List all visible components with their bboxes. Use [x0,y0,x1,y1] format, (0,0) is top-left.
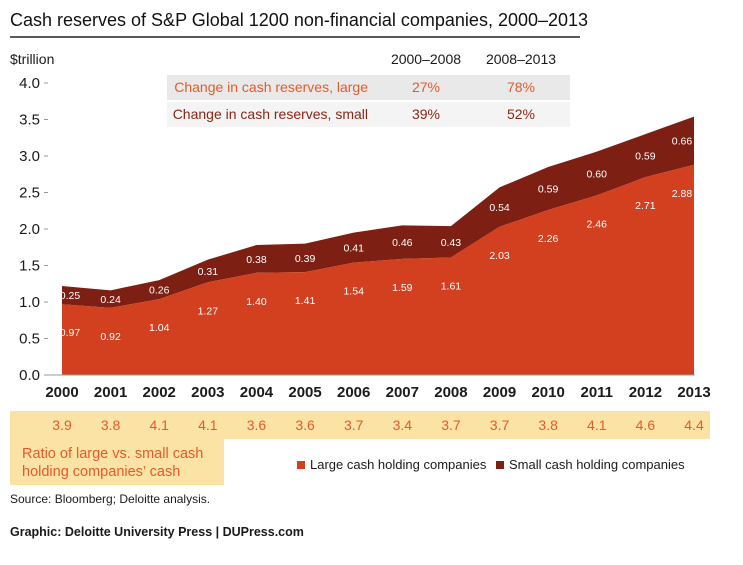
x-tick-label-2012: 2012 [629,384,662,401]
y-tick-label-0.5: 0.5 [19,331,40,348]
ratio-value-2003: 4.1 [198,417,218,433]
data-label-large-2010: 2.26 [538,233,559,245]
area-series-group [62,116,694,375]
graphic-credit: Graphic: Deloitte University Press | DUP… [10,525,304,539]
ratio-value-2000: 3.9 [52,417,72,433]
y-tick-label-4.0: 4.0 [19,75,40,92]
legend: Large cash holding companies Small cash … [297,457,685,472]
x-tick-label-2005: 2005 [288,384,321,401]
legend-swatch-large [297,461,305,469]
change-table-row-small-value-2: 52% [507,106,535,122]
ratio-value-2009: 3.7 [490,417,510,433]
data-label-small-2001: 0.24 [100,294,121,306]
x-tick-label-2002: 2002 [143,384,176,401]
source-note: Source: Bloomberg; Deloitte analysis. [10,492,210,506]
data-label-large-2011: 2.46 [587,218,608,230]
change-table-row-large-value-2: 78% [507,79,535,95]
x-tick-label-2007: 2007 [386,384,419,401]
ratio-value-2008: 3.7 [441,417,461,433]
ratio-values: 3.9 3.8 4.1 4.1 3.6 3.6 3.7 3.4 3.7 3.7 3.8 4.1 4.6 4… [52,417,704,433]
data-label-small-2009: 0.54 [489,202,510,214]
data-label-large-2001: 0.92 [100,331,121,343]
y-tick-label-3.0: 3.0 [19,148,40,165]
ratio-value-2005: 3.6 [295,417,315,433]
x-tick-label-2013: 2013 [677,384,710,401]
y-axis-ticks: 0.0 0.5 1.0 1.5 2.0 2.5 3.0 3.5 4.0 [19,75,48,384]
x-tick-label-2004: 2004 [240,384,274,401]
y-tick-label-1.5: 1.5 [19,258,40,275]
ratio-value-2007: 3.4 [393,417,413,433]
ratio-label-line2: holding companies’ cash [22,464,180,480]
y-tick-label-0.0: 0.0 [19,367,40,384]
data-label-small-2002: 0.26 [149,285,170,297]
data-label-large-2002: 1.04 [149,322,170,334]
data-label-large-2000: 0.97 [60,327,81,339]
y-tick-label-2.5: 2.5 [19,185,40,202]
x-tick-label-2003: 2003 [191,384,224,401]
data-label-large-2008: 1.61 [441,280,462,292]
legend-label-large: Large cash holding companies [310,457,487,472]
data-label-large-2009: 2.03 [489,250,510,262]
ratio-value-2012: 4.6 [636,417,656,433]
data-label-small-2004: 0.38 [246,254,267,266]
area-large-cash-holding [62,164,694,375]
ratio-value-2011: 4.1 [587,417,607,433]
x-tick-label-2008: 2008 [434,384,467,401]
ratio-value-2001: 3.8 [101,417,121,433]
x-tick-label-2010: 2010 [531,384,564,401]
data-labels-group: 0.97 0.25 0.92 0.24 1.04 0.26 1.27 0.31 1.40 0.38… [60,136,693,343]
y-tick-label-3.5: 3.5 [19,112,40,129]
data-label-small-2000: 0.25 [60,290,81,302]
y-tick-label-2.0: 2.0 [19,221,40,238]
data-label-small-2005: 0.39 [295,253,316,265]
data-label-large-2007: 1.59 [392,282,413,294]
change-table-row-large-bg [167,75,570,100]
area-small-cash-holding [62,116,694,308]
data-label-large-2004: 1.40 [246,296,267,308]
change-table: 2000–2008 2008–2013 Change in cash reser… [167,51,570,127]
y-tick-label-1.0: 1.0 [19,294,40,311]
data-label-large-2003: 1.27 [198,305,219,317]
data-label-large-2005: 1.41 [295,295,316,307]
change-table-header-2008-2013: 2008–2013 [486,51,556,67]
data-label-large-2013: 2.88 [672,188,693,200]
ratio-value-2013: 4.4 [684,417,704,433]
data-label-small-2011: 0.60 [587,169,608,181]
data-label-small-2006: 0.41 [343,243,364,255]
change-table-row-small-bg [167,102,570,127]
data-label-small-2003: 0.31 [198,266,219,278]
change-table-row-large-label: Change in cash reserves, large [174,79,368,95]
data-label-small-2007: 0.46 [392,237,413,249]
x-tick-label-2006: 2006 [337,384,370,401]
x-tick-label-2011: 2011 [580,384,613,401]
data-label-small-2012: 0.59 [635,151,656,163]
ratio-label-bg [10,439,224,485]
x-tick-label-2001: 2001 [94,384,127,401]
ratio-strip-bg [10,411,710,439]
change-table-row-small-label: Change in cash reserves, small [173,106,368,122]
data-label-small-2010: 0.59 [538,183,559,195]
change-table-row-small-value-1: 39% [412,106,440,122]
change-table-row-large-value-1: 27% [412,79,440,95]
y-axis-unit: $trillion [10,51,54,67]
data-label-small-2008: 0.43 [441,237,462,249]
ratio-value-2010: 3.8 [538,417,558,433]
legend-swatch-small [496,461,504,469]
x-axis-ticks: 2000 2001 2002 2003 2004 2005 2006 2007 2008 2009… [45,384,710,401]
data-label-large-2006: 1.54 [343,286,364,298]
ratio-value-2002: 4.1 [149,417,169,433]
data-label-large-2012: 2.71 [635,200,656,212]
ratio-value-2006: 3.7 [344,417,364,433]
x-tick-label-2000: 2000 [45,384,78,401]
data-label-small-2013: 0.66 [672,136,693,148]
ratio-label-line1: Ratio of large vs. small cash [22,446,203,462]
change-table-header-2000-2008: 2000–2008 [391,51,461,67]
x-tick-label-2009: 2009 [483,384,516,401]
legend-label-small: Small cash holding companies [509,457,685,472]
chart-title: Cash reserves of S&P Global 1200 non-fin… [10,10,588,30]
ratio-value-2004: 3.6 [247,417,267,433]
